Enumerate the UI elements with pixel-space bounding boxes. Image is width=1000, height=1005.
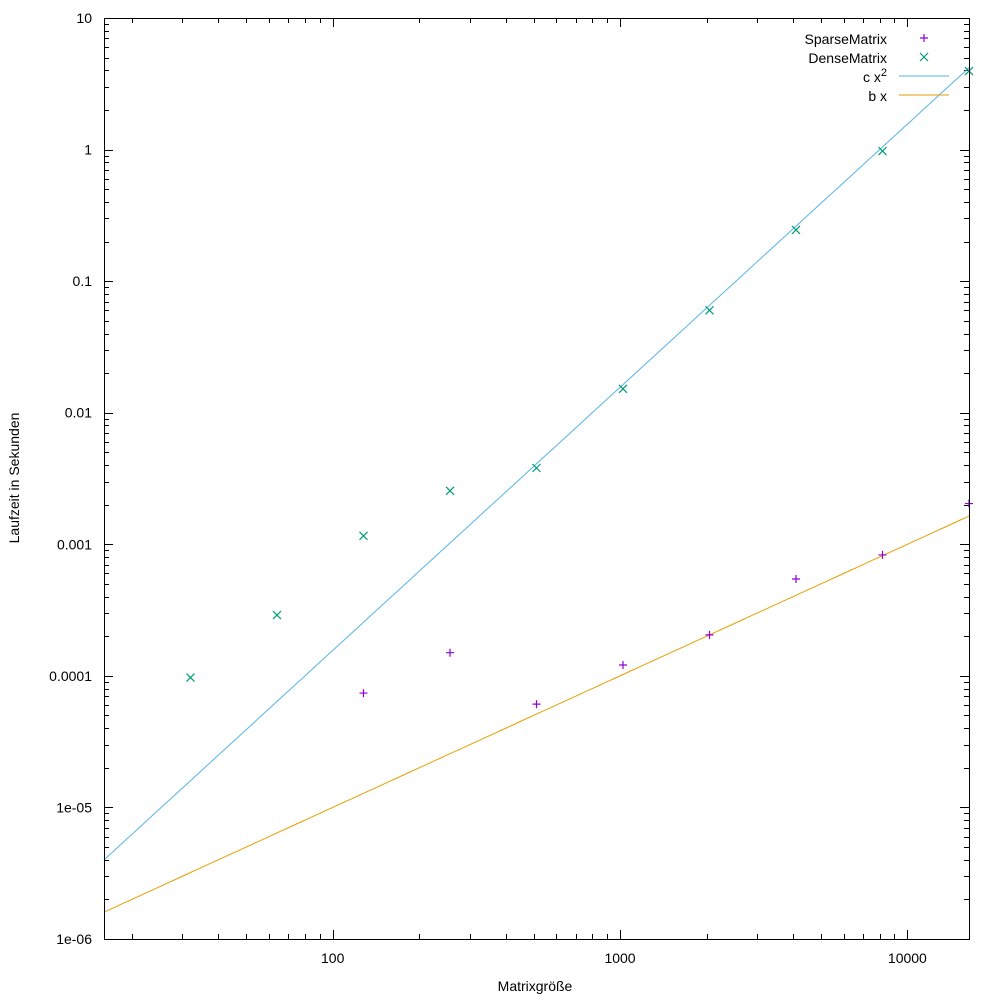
- legend-label-cx2-base: c x: [863, 69, 881, 85]
- legend-marker-sparse: [920, 34, 928, 42]
- sparse-point: [359, 689, 368, 698]
- legend-label-cx2-exp: 2: [881, 67, 887, 79]
- dense-point: [878, 146, 887, 156]
- x-axis-label: Matrixgröße: [498, 978, 573, 994]
- legend-label-sparse: SparseMatrix: [805, 31, 887, 47]
- fit-line-cx2: [103, 67, 970, 861]
- dense-point: [186, 673, 195, 683]
- legend-marker-dense: [919, 52, 929, 62]
- sparse-point: [878, 550, 887, 559]
- y-tick-label: 0.01: [65, 405, 92, 421]
- fit-lines: [103, 67, 970, 913]
- y-tick-label: 0.1: [73, 273, 93, 289]
- y-tick-label: 0.001: [57, 536, 92, 552]
- y-tick-label: 1: [84, 142, 92, 158]
- y-axis-label: Laufzeit in Sekunden: [6, 413, 22, 544]
- y-tick-label: 1e-06: [56, 931, 92, 947]
- x-tick-label: 1000: [604, 950, 635, 966]
- sparse-point: [619, 660, 627, 669]
- y-tick-label: 1e-05: [56, 799, 92, 815]
- dense-point: [532, 463, 541, 473]
- dense-point: [272, 610, 282, 620]
- legend-label-bx: b x: [868, 88, 887, 104]
- plot-border: [104, 18, 970, 940]
- dense-point: [359, 531, 368, 541]
- dense-point: [791, 225, 801, 235]
- axis-ticks: [104, 18, 969, 940]
- dense-point: [445, 486, 455, 496]
- dense-point: [618, 384, 628, 394]
- y-tick-label: 10: [76, 10, 92, 26]
- dense-point: [705, 305, 714, 315]
- legend: SparseMatrix DenseMatrix c x2 b x: [805, 31, 949, 104]
- sparse-point: [532, 700, 541, 709]
- sparse-point: [792, 574, 800, 583]
- data-points: [186, 66, 974, 709]
- tick-labels: 100 1000 10000 1e-06 1e-05 0.0001 0.001 0.01 0.1…: [49, 10, 927, 966]
- legend-label-dense: DenseMatrix: [808, 50, 887, 66]
- sparse-point: [446, 648, 454, 657]
- y-tick-label: 0.0001: [49, 668, 92, 684]
- legend-label-cx2: c x2: [863, 67, 887, 85]
- x-tick-label: 10000: [888, 950, 927, 966]
- x-tick-label: 100: [321, 950, 345, 966]
- fit-line-bx: [103, 515, 970, 913]
- sparse-point: [705, 630, 714, 639]
